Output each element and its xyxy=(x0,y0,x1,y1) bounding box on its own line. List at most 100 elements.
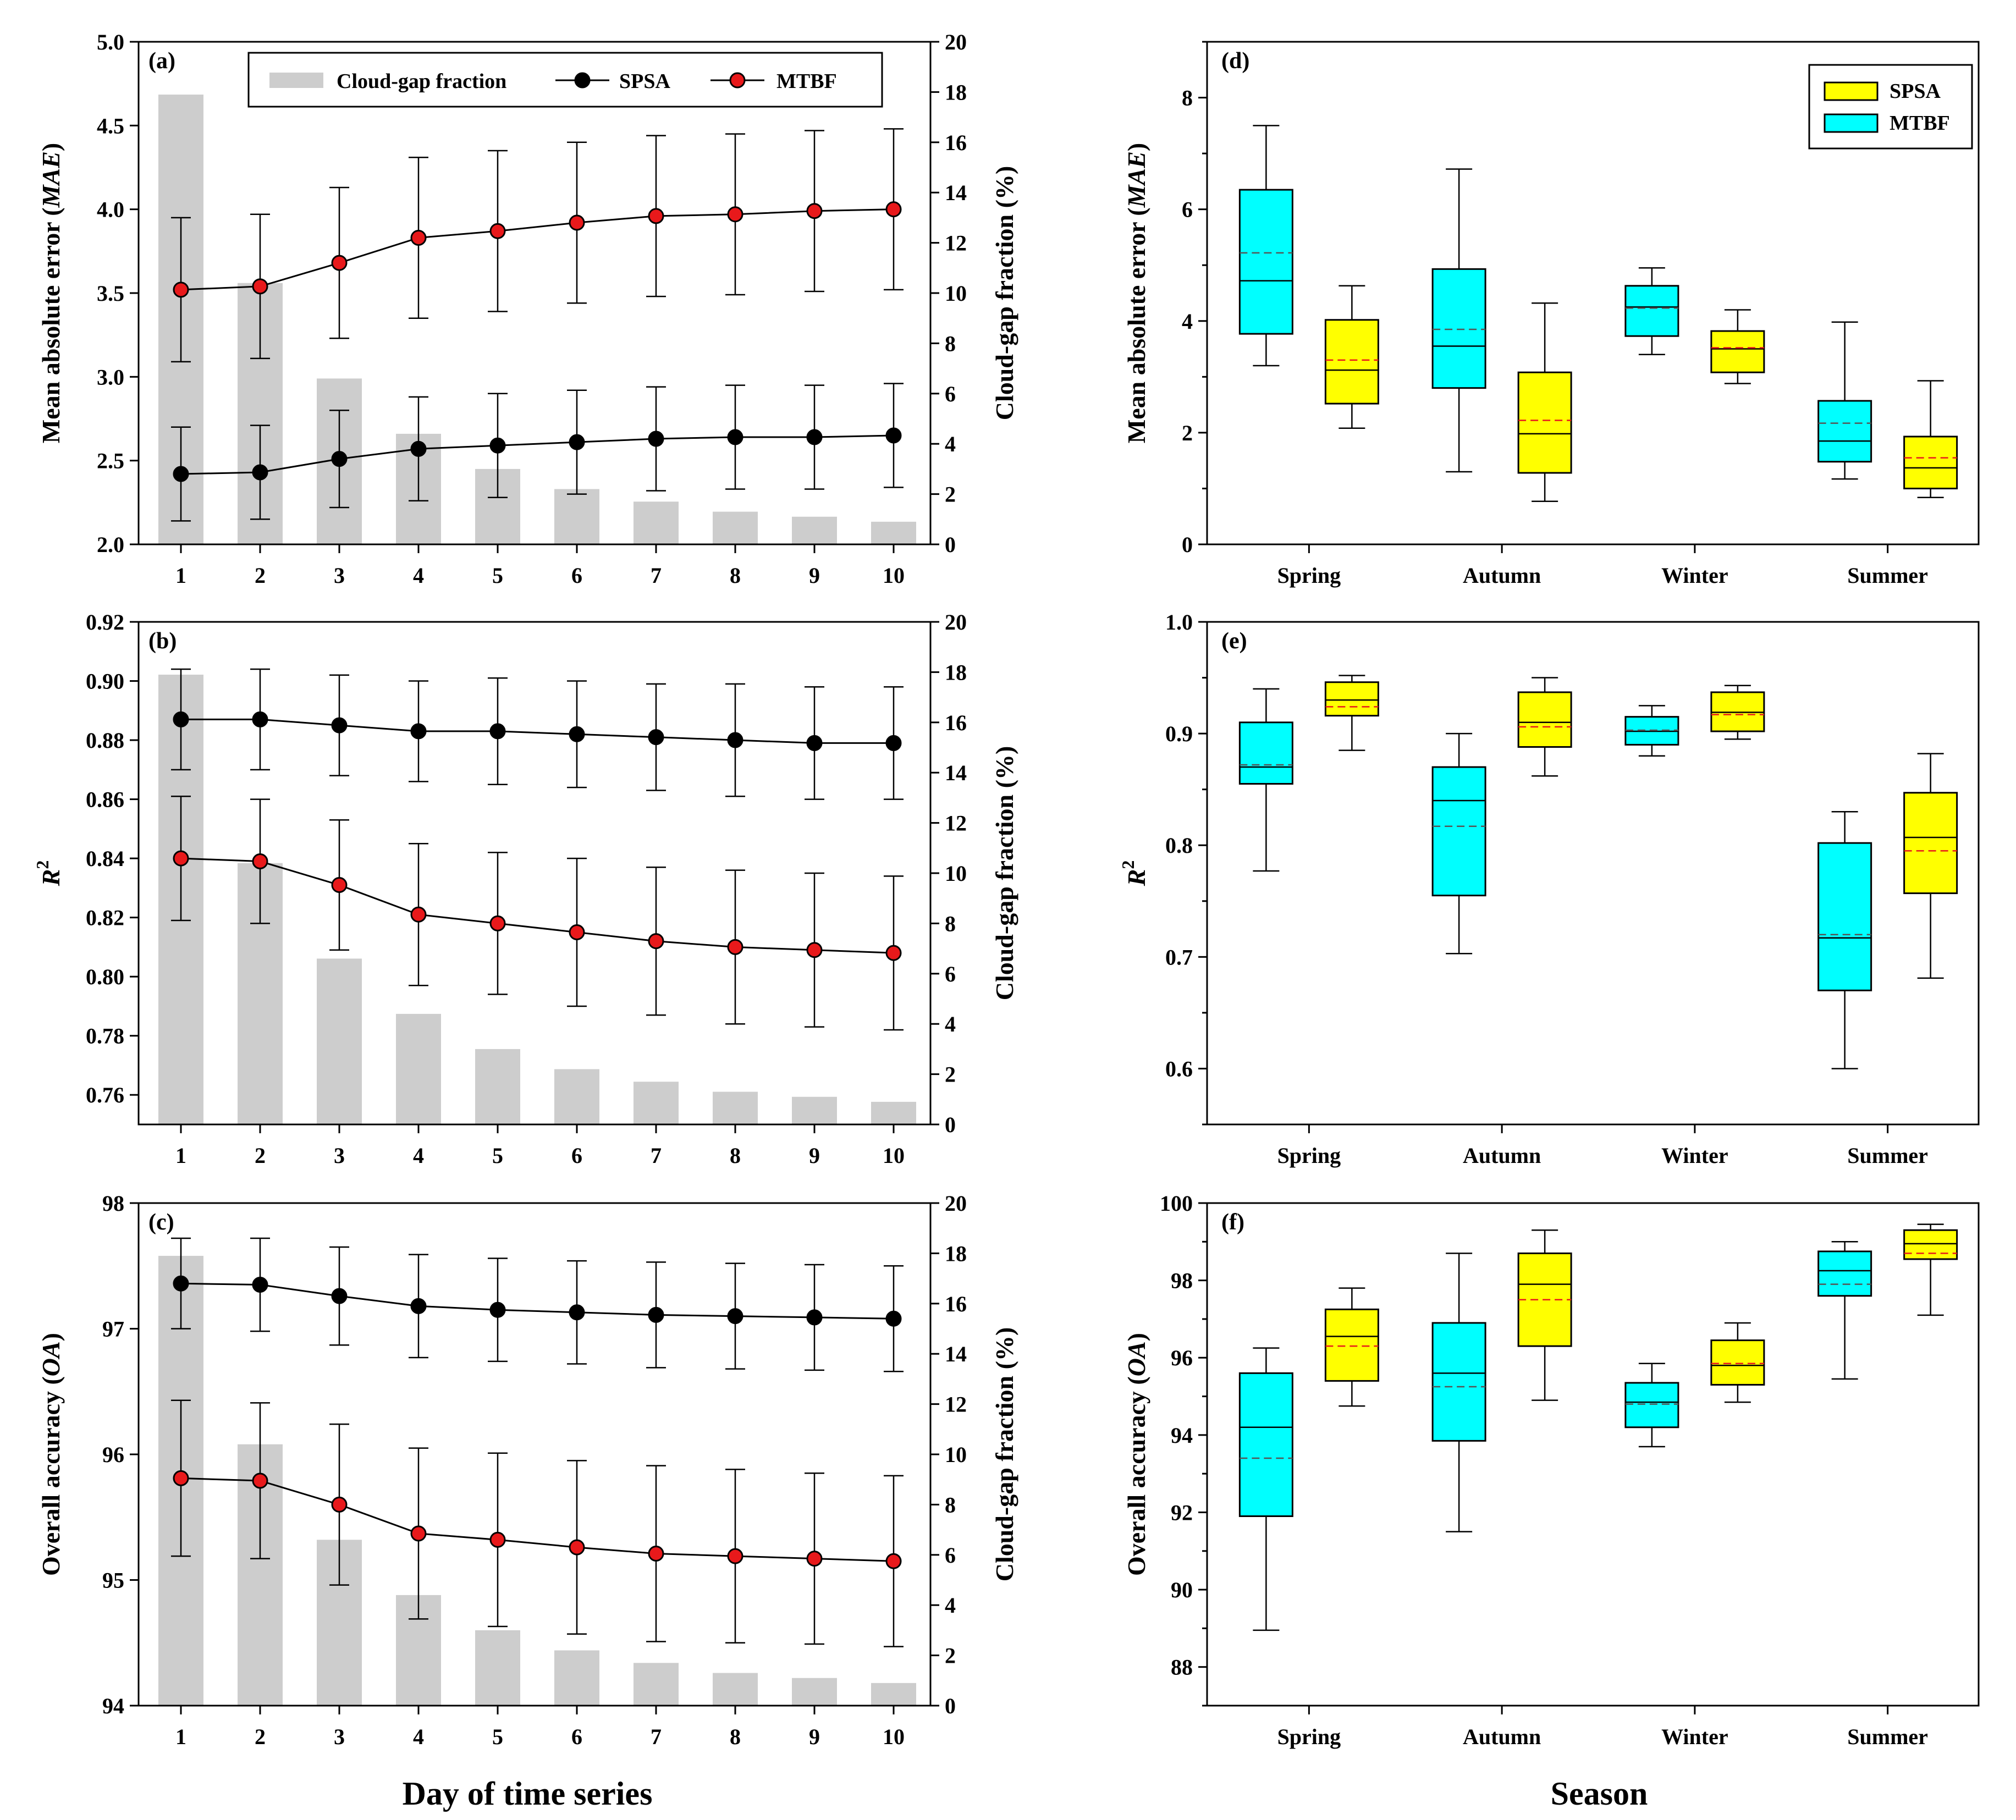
x-tick-label: 5 xyxy=(492,563,503,588)
y-tick-label: 0.80 xyxy=(86,964,124,989)
x-axis-title-right: Season xyxy=(1551,1775,1648,1812)
series-line-spsa xyxy=(180,434,894,475)
y2-tick-label: 14 xyxy=(945,1342,967,1366)
box-spsa xyxy=(1710,309,1765,384)
series-point-mtbf xyxy=(727,939,743,955)
series-point-spsa xyxy=(252,1277,268,1293)
y2-tick-label: 0 xyxy=(945,1112,956,1137)
y2-tick-label: 14 xyxy=(945,180,967,205)
series-point-spsa xyxy=(410,1298,427,1314)
panel-label: (e) xyxy=(1221,628,1247,654)
y-tick-label: 0.78 xyxy=(86,1024,124,1049)
y2-tick-label: 4 xyxy=(945,1012,956,1036)
box-spsa xyxy=(1903,1223,1958,1316)
y-tick-label: 95 xyxy=(102,1568,124,1593)
y-tick-label: 90 xyxy=(1171,1578,1193,1602)
series-point-spsa xyxy=(727,429,743,445)
series-point-spsa xyxy=(885,735,902,751)
y2-tick-label: 0 xyxy=(945,532,956,557)
series-point-spsa xyxy=(885,1310,902,1327)
series-point-mtbf xyxy=(569,214,585,231)
cloud-gap-bar xyxy=(554,489,599,544)
legend-frame xyxy=(1808,64,1973,150)
y-tick-label: 0.76 xyxy=(86,1083,124,1107)
legend-label-mtbf: MTBF xyxy=(776,70,837,93)
y2-axis-label: Cloud-gap fraction (%) xyxy=(990,166,1018,421)
plot-frame xyxy=(1206,1202,1980,1707)
y-tick-label: 0.6 xyxy=(1165,1056,1193,1081)
y-tick-label: 98 xyxy=(102,1191,124,1216)
category-label: Winter xyxy=(1661,1724,1728,1749)
y-axis-label-var: R xyxy=(1122,869,1150,887)
y-axis-label: Mean absolute error (MAE) xyxy=(37,143,65,443)
x-tick-label: 7 xyxy=(651,563,662,588)
series-point-spsa xyxy=(489,437,506,454)
series-point-mtbf xyxy=(489,1531,506,1548)
box-body xyxy=(1431,766,1486,897)
x-tick-label: 4 xyxy=(413,1724,424,1749)
y-axis-label-var: MAE xyxy=(37,151,65,208)
y-axis-label-suffix: ) xyxy=(1122,143,1150,151)
box-body xyxy=(1324,319,1379,405)
y-axis-label-sup: 2 xyxy=(32,861,52,869)
y2-tick-label: 12 xyxy=(945,1392,967,1417)
series-point-spsa xyxy=(252,711,268,727)
y2-tick-label: 6 xyxy=(945,382,956,406)
x-axis-title-left: Day of time series xyxy=(403,1775,653,1812)
y2-tick-label: 10 xyxy=(945,861,967,886)
y-axis-label-suffix: ) xyxy=(37,143,65,151)
series-point-mtbf xyxy=(173,1470,189,1486)
series-point-spsa xyxy=(173,1275,189,1292)
box-body xyxy=(1817,1250,1872,1297)
series-point-mtbf xyxy=(331,877,348,894)
y-tick-label: 97 xyxy=(102,1317,124,1342)
series-point-spsa xyxy=(806,735,823,751)
series-point-mtbf xyxy=(489,915,506,931)
chart-e: 0.6 0.7 0.8 0.9 1.0 Spring Autumn Winter Summer (… xyxy=(1118,610,1980,1168)
y2-tick-label: 4 xyxy=(945,1593,956,1618)
y-tick-label: 100 xyxy=(1160,1191,1193,1216)
y2-tick-label: 8 xyxy=(945,911,956,936)
series-point-spsa xyxy=(173,711,189,727)
box-body xyxy=(1710,1339,1765,1386)
series-point-mtbf xyxy=(648,933,664,950)
y-tick-label: 2.5 xyxy=(97,449,124,473)
y-tick-label: 0.9 xyxy=(1165,721,1193,746)
y2-tick-label: 16 xyxy=(945,130,967,155)
x-tick-label: 8 xyxy=(730,563,741,588)
series-point-mtbf xyxy=(885,1553,902,1569)
category-label: Spring xyxy=(1277,1724,1341,1749)
y-tick-label: 4.0 xyxy=(97,197,124,222)
box-body xyxy=(1517,371,1572,474)
box-mtbf xyxy=(1817,811,1872,1069)
y-axis-label-var: R xyxy=(37,869,65,887)
series-line-spsa xyxy=(181,718,894,744)
y-axis-label: Overall accuracy (OA) xyxy=(1122,1333,1150,1576)
box-mtbf xyxy=(1431,1253,1486,1532)
box-spsa xyxy=(1710,1322,1765,1403)
y-tick-label: 96 xyxy=(102,1442,124,1467)
series-point-mtbf xyxy=(331,1496,348,1513)
category-label: Summer xyxy=(1847,1143,1928,1168)
series-point-mtbf xyxy=(410,906,427,923)
x-tick-label: 2 xyxy=(255,1143,266,1168)
y-tick-label: 1.0 xyxy=(1165,610,1193,635)
cloud-gap-bar xyxy=(871,521,916,544)
y-axis-label-var: OA xyxy=(37,1341,65,1376)
y-axis-label-prefix: Mean absolute error ( xyxy=(37,207,65,443)
x-tick-label: 6 xyxy=(571,1143,582,1168)
series-point-spsa xyxy=(331,451,348,467)
x-tick-label: 6 xyxy=(571,1724,582,1749)
cloud-gap-bar xyxy=(475,1630,520,1706)
x-tick-label: 3 xyxy=(334,1724,345,1749)
series-point-spsa xyxy=(806,429,823,445)
box-body xyxy=(1624,1382,1679,1429)
cloud-gap-bar xyxy=(554,1069,599,1124)
cloud-gap-bar xyxy=(713,1673,758,1706)
y-tick-label: 3.0 xyxy=(97,365,124,389)
y2-tick-label: 18 xyxy=(945,1241,967,1266)
y2-tick-label: 10 xyxy=(945,281,967,306)
series-point-mtbf xyxy=(173,850,189,867)
y2-tick-label: 6 xyxy=(945,1543,956,1568)
